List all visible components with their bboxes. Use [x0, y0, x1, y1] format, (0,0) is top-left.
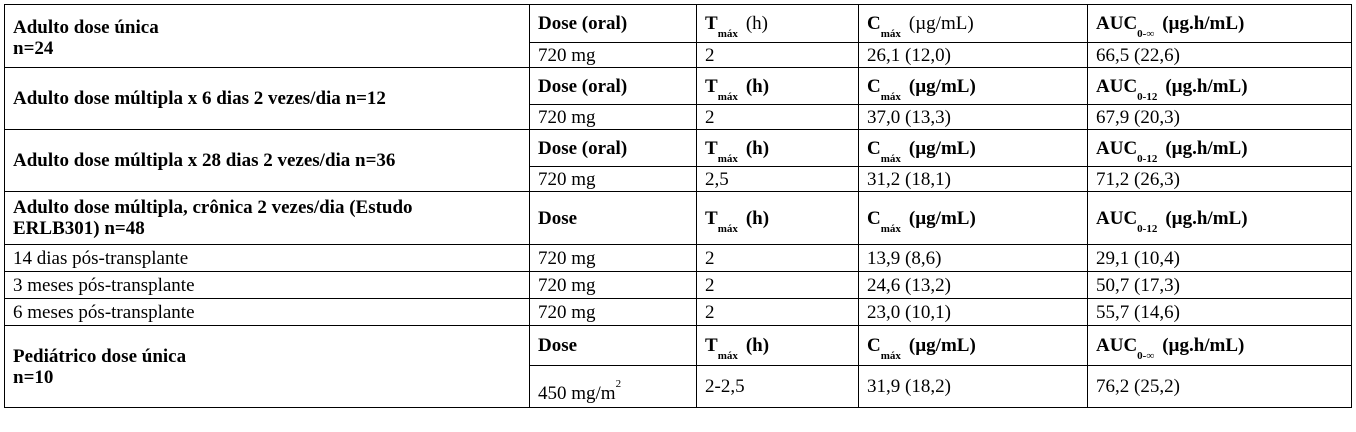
tmax-cell: 2	[696, 42, 859, 68]
cmax-header: Cmáx (µg/mL)	[858, 325, 1088, 366]
tmax-cell: 2,5	[696, 166, 859, 192]
auc-header: AUC0-∞ (µg.h/mL)	[1087, 4, 1352, 43]
table-row: 3 meses pós-transplante 720 mg 2 24,6 (1…	[4, 271, 1352, 299]
tmax-header: Tmáx (h)	[696, 325, 859, 366]
group-header-row: Adulto dose múltipla x 6 dias 2 vezes/di…	[4, 67, 1352, 130]
tmax-cell: 2	[696, 271, 859, 299]
dose-cell: 720 mg	[529, 166, 697, 192]
table-row: 450 mg/m2 2-2,5 31,9 (18,2) 76,2 (25,2)	[5, 365, 1352, 408]
group-header-row: Adulto dose múltipla, crônica 2 vezes/di…	[4, 191, 1352, 245]
tmax-header: Tmáx (h)	[696, 129, 859, 167]
table-row: 14 dias pós-transplante 720 mg 2 13,9 (8…	[4, 244, 1352, 272]
dose-cell: 720 mg	[529, 104, 697, 130]
cmax-header: Cmáx (µg/mL)	[858, 4, 1088, 43]
tmax-header: Tmáx (h)	[696, 4, 859, 43]
dose-header: Dose	[529, 325, 697, 366]
tmax-header: Tmáx (h)	[696, 191, 859, 245]
auc-header: AUC0-12 (µg.h/mL)	[1087, 129, 1352, 167]
dose-cell: 720 mg	[529, 271, 697, 299]
auc-header: AUC0-∞ (µg.h/mL)	[1087, 325, 1352, 366]
auc-cell: 55,7 (14,6)	[1087, 298, 1352, 326]
auc-cell: 29,1 (10,4)	[1087, 244, 1352, 272]
cmax-cell: 24,6 (13,2)	[858, 271, 1088, 299]
tmax-header: Tmáx (h)	[696, 67, 859, 105]
dose-cell: 720 mg	[529, 42, 697, 68]
pharmacokinetics-table: Adulto dose única n=24 Dose (oral) Tmáx (h…	[4, 4, 1352, 408]
tmax-cell: 2	[696, 244, 859, 272]
tmax-cell: 2	[696, 104, 859, 130]
auc-cell: 71,2 (26,3)	[1087, 166, 1352, 192]
cmax-cell: 23,0 (10,1)	[858, 298, 1088, 326]
group-title: Adulto dose múltipla, crônica 2 vezes/di…	[4, 191, 530, 245]
cmax-header: Cmáx (µg/mL)	[858, 67, 1088, 105]
row-label: 6 meses pós-transplante	[4, 298, 530, 326]
table-row: 6 meses pós-transplante 720 mg 2 23,0 (1…	[4, 298, 1352, 326]
group-title: Adulto dose única n=24	[4, 4, 530, 68]
row-label: 14 dias pós-transplante	[4, 244, 530, 272]
auc-cell: 76,2 (25,2)	[1087, 365, 1352, 408]
auc-header: AUC0-12 (µg.h/mL)	[1087, 67, 1352, 105]
cmax-cell: 31,9 (18,2)	[858, 365, 1088, 408]
group-header-row: Adulto dose única n=24 Dose (oral) Tmáx (h…	[4, 4, 1352, 68]
tmax-cell: 2-2,5	[696, 365, 859, 408]
group-title: Adulto dose múltipla x 28 dias 2 vezes/d…	[4, 129, 530, 192]
dose-header: Dose (oral)	[529, 129, 697, 167]
cmax-cell: 37,0 (13,3)	[858, 104, 1088, 130]
group-title: Pediátrico dose única n=10	[4, 325, 530, 408]
auc-cell: 67,9 (20,3)	[1087, 104, 1352, 130]
dose-header: Dose (oral)	[529, 67, 697, 105]
dose-cell: 720 mg	[529, 244, 697, 272]
cmax-cell: 26,1 (12,0)	[858, 42, 1088, 68]
cmax-header: Cmáx (µg/mL)	[858, 129, 1088, 167]
cmax-header: Cmáx (µg/mL)	[858, 191, 1088, 245]
cmax-cell: 31,2 (18,1)	[858, 166, 1088, 192]
table-row: 720 mg 2,5 31,2 (18,1) 71,2 (26,3)	[5, 166, 1352, 192]
cmax-cell: 13,9 (8,6)	[858, 244, 1088, 272]
table-row: 720 mg 2 37,0 (13,3) 67,9 (20,3)	[5, 104, 1352, 130]
group-header-row: Adulto dose múltipla x 28 dias 2 vezes/d…	[4, 129, 1352, 192]
auc-cell: 50,7 (17,3)	[1087, 271, 1352, 299]
group-title: Adulto dose múltipla x 6 dias 2 vezes/di…	[4, 67, 530, 130]
dose-cell: 450 mg/m2	[529, 365, 697, 408]
group-header-row: Pediátrico dose única n=10 Dose Tmáx (h) C…	[4, 325, 1352, 408]
row-label: 3 meses pós-transplante	[4, 271, 530, 299]
tmax-cell: 2	[696, 298, 859, 326]
dose-header: Dose (oral)	[529, 4, 697, 43]
dose-cell: 720 mg	[529, 298, 697, 326]
auc-cell: 66,5 (22,6)	[1087, 42, 1352, 68]
dose-header: Dose	[529, 191, 697, 245]
auc-header: AUC0-12 (µg.h/mL)	[1087, 191, 1352, 245]
